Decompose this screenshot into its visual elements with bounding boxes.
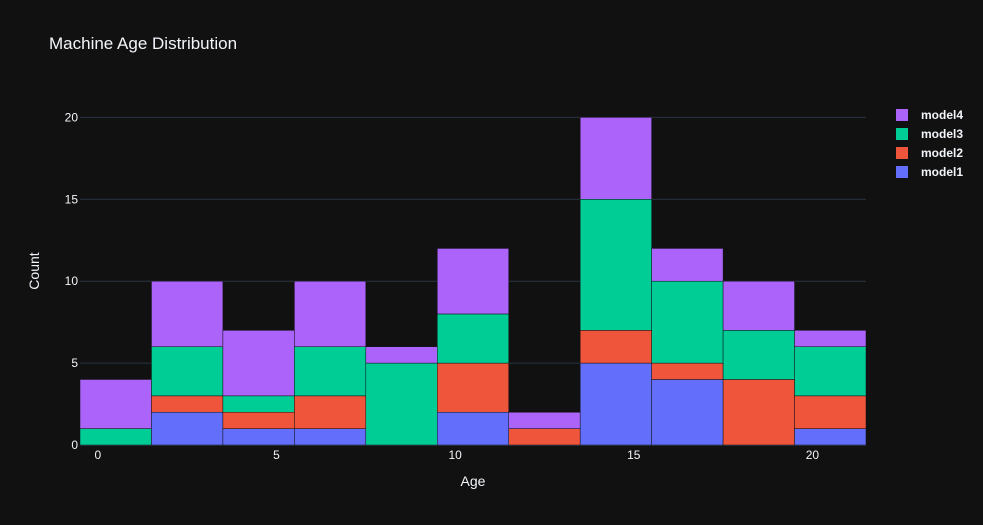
bar-model2 bbox=[151, 395, 224, 413]
bar-model3 bbox=[437, 313, 509, 364]
bar-model2 bbox=[222, 411, 295, 429]
bar-model2 bbox=[294, 395, 367, 429]
bar-model3 bbox=[294, 346, 367, 397]
bar-model4 bbox=[151, 280, 224, 347]
legend-swatch bbox=[896, 128, 908, 140]
bar-model4 bbox=[722, 280, 795, 331]
y-axis-title: Count bbox=[26, 252, 42, 289]
x-tick-label: 5 bbox=[273, 448, 280, 462]
bar-model3 bbox=[794, 346, 867, 397]
bar-model4 bbox=[294, 280, 367, 347]
bar-model1 bbox=[222, 428, 295, 446]
bar-model4 bbox=[508, 411, 581, 429]
y-tick-label: 15 bbox=[65, 192, 79, 206]
bar-model1 bbox=[437, 411, 509, 446]
bar-model3 bbox=[579, 199, 652, 331]
y-tick-label: 0 bbox=[71, 438, 78, 452]
bar-model4 bbox=[222, 330, 295, 397]
bar-model4 bbox=[79, 379, 152, 429]
bar-model4 bbox=[651, 248, 724, 282]
legend-item-model3[interactable]: model3 bbox=[896, 127, 963, 141]
bar-model2 bbox=[508, 428, 581, 446]
bar-model2 bbox=[651, 362, 724, 380]
bar-model4 bbox=[437, 248, 509, 315]
bar-model1 bbox=[151, 411, 224, 446]
y-tick-label: 10 bbox=[65, 274, 79, 288]
chart-title: Machine Age Distribution bbox=[49, 34, 238, 53]
bar-model3 bbox=[79, 428, 152, 446]
legend-item-model1[interactable]: model1 bbox=[896, 165, 963, 179]
bar-model2 bbox=[437, 362, 509, 413]
bar-model1 bbox=[651, 379, 724, 446]
bar-model3 bbox=[365, 362, 438, 446]
x-tick-label: 0 bbox=[95, 448, 102, 462]
x-tick-label: 15 bbox=[627, 448, 641, 462]
bar-model2 bbox=[579, 330, 652, 364]
legend-swatch bbox=[896, 166, 908, 178]
y-tick-label: 5 bbox=[71, 356, 78, 370]
bar-model4 bbox=[365, 346, 438, 364]
bar-model3 bbox=[222, 395, 295, 413]
bar-model1 bbox=[579, 362, 652, 446]
bar-model4 bbox=[794, 330, 867, 347]
legend-swatch bbox=[896, 147, 908, 159]
legend-item-model2[interactable]: model2 bbox=[896, 146, 963, 160]
bar-model4 bbox=[579, 117, 652, 200]
legend-swatch bbox=[896, 109, 908, 121]
x-tick-label: 10 bbox=[448, 448, 462, 462]
y-tick-label: 20 bbox=[65, 110, 79, 124]
legend-label: model2 bbox=[921, 146, 963, 160]
bar-model3 bbox=[651, 280, 724, 364]
bar-model2 bbox=[722, 379, 795, 446]
legend-item-model4[interactable]: model4 bbox=[896, 108, 963, 122]
legend-label: model3 bbox=[921, 127, 963, 141]
legend: model4 model3 model2 model1 bbox=[896, 108, 963, 179]
bar-model3 bbox=[151, 346, 224, 397]
legend-label: model4 bbox=[921, 108, 963, 122]
x-axis-title: Age bbox=[461, 473, 486, 489]
bar-model3 bbox=[722, 330, 795, 380]
bar-model1 bbox=[294, 428, 367, 446]
legend-label: model1 bbox=[921, 165, 963, 179]
x-tick-label: 20 bbox=[806, 448, 820, 462]
bar-model2 bbox=[794, 395, 867, 429]
bar-model1 bbox=[794, 428, 867, 446]
